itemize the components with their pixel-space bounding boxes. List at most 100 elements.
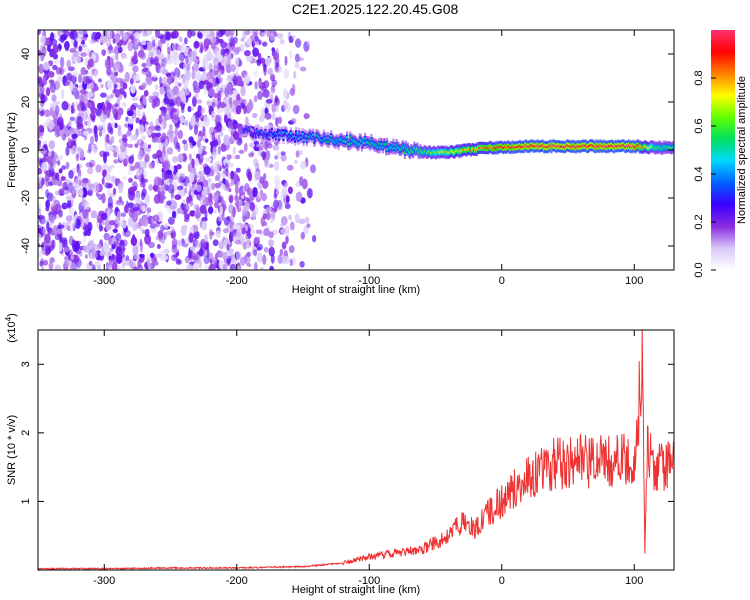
spectrogram-speckle <box>41 265 45 270</box>
spectrogram-speckle <box>141 205 146 213</box>
spectrogram-speckle <box>292 104 300 115</box>
spectrogram-speckle <box>132 266 138 270</box>
spectrogram-speckle <box>128 190 136 201</box>
spectrogram-speckle <box>42 259 49 266</box>
spectrogram-speckle <box>51 206 58 216</box>
spectrogram-speckle <box>40 50 45 60</box>
spectrogram-speckle <box>251 210 257 221</box>
spectrogram-speckle <box>239 256 246 266</box>
spectrogram-speckle <box>75 153 80 162</box>
spectrogram-speckle <box>198 80 204 90</box>
spectrogram-speckle <box>69 81 74 92</box>
spectrogram-speckle <box>80 67 87 76</box>
spectrogram-speckle <box>232 206 236 218</box>
spectrogram-speckle <box>241 206 248 218</box>
spectrogram-speckle <box>197 121 204 128</box>
spectrogram-speckle <box>301 178 308 190</box>
spectrogram-speckle <box>132 72 136 77</box>
spectrogram-ridge-core <box>603 145 606 148</box>
spectrogram-speckle <box>215 230 222 239</box>
spectrogram-speckle <box>128 62 132 67</box>
spectrogram-speckle <box>261 32 266 38</box>
spectrogram-speckle <box>235 57 240 67</box>
spectrogram-speckle <box>80 149 85 160</box>
spectrogram-speckle <box>105 264 113 269</box>
spectrogram-speckle <box>233 51 237 57</box>
spectrogram-speckle <box>280 153 287 162</box>
spectrogram-speckle <box>127 41 134 52</box>
spectrogram-speckle <box>277 116 283 124</box>
spectrogram-speckle <box>183 142 189 152</box>
spectrogram-speckle <box>192 254 199 261</box>
spectrogram-speckle <box>160 239 166 245</box>
spectrogram-speckle <box>193 230 200 240</box>
spectrogram-speckle <box>299 261 305 268</box>
spectrogram-speckle <box>155 30 160 38</box>
spectrogram-speckle <box>87 167 94 175</box>
spectrogram-speckle <box>54 233 62 241</box>
spectrogram-speckle <box>240 37 245 42</box>
spectrogram-speckle <box>254 171 261 181</box>
spectrogram-speckle <box>138 124 145 135</box>
spectrogram-speckle <box>78 30 84 35</box>
spectrogram-speckle <box>133 75 137 84</box>
x-tick-label: -100 <box>358 575 380 587</box>
spectrogram-speckle <box>195 240 202 249</box>
y-tick-label: 3 <box>20 361 32 367</box>
spectrogram-speckle <box>110 136 115 144</box>
spectrogram-speckle <box>277 254 283 264</box>
spectrogram-speckle <box>228 195 234 204</box>
spectrogram-ridge-core <box>388 147 391 151</box>
spectrogram-speckle <box>139 241 143 253</box>
spectrogram-speckle <box>127 143 134 148</box>
spectrogram-speckle <box>50 231 55 236</box>
spectrogram-ridge-core <box>664 145 667 148</box>
spectrogram-speckle <box>294 62 300 69</box>
spectrogram-speckle <box>121 54 128 60</box>
spectrogram-speckle <box>230 45 237 52</box>
spectrogram-speckle <box>188 201 194 206</box>
spectrogram-speckle <box>78 84 84 89</box>
spectrogram-speckle <box>38 124 44 130</box>
spectrogram-speckle <box>284 181 289 189</box>
spectrogram-speckle <box>166 200 172 206</box>
spectrogram-ridge-core <box>535 145 538 148</box>
spectrogram-speckle <box>87 116 92 128</box>
spectrogram-speckle <box>246 252 251 257</box>
spectrogram-speckle <box>211 98 217 109</box>
spectrogram-speckle <box>45 199 50 209</box>
spectrogram-speckle <box>46 155 53 164</box>
spectrogram-speckle <box>188 232 194 243</box>
colorbar-label: Normalized spectral amplitude <box>736 76 748 224</box>
colorbar: 0.0 0.2 0.4 0.6 0.8 Normalized spectral ampl… <box>693 30 748 278</box>
spectrogram-speckle <box>97 265 101 270</box>
spectrogram-speckle <box>209 229 213 240</box>
spectrogram-speckle <box>234 154 241 160</box>
spectrogram-speckle <box>149 121 154 131</box>
spectrogram-speckle <box>154 49 162 58</box>
spectrogram-speckle <box>137 49 145 58</box>
spectrogram-ridge-core <box>641 146 644 149</box>
spectrogram-speckle <box>223 30 231 37</box>
spectrogram-speckle <box>127 110 134 117</box>
spectrogram-speckle <box>107 196 113 208</box>
spectrogram-speckle <box>58 44 62 50</box>
spectrogram-speckle <box>286 164 294 171</box>
spectrogram-speckle <box>206 186 210 196</box>
spectrogram-speckle <box>274 155 278 160</box>
spectrogram-speckle <box>68 31 72 37</box>
spectrogram-speckle <box>96 102 103 110</box>
spectrogram-speckle <box>100 92 107 98</box>
spectrogram-speckle <box>59 67 65 75</box>
spectrogram-speckle <box>222 228 230 234</box>
spectrogram-speckle <box>256 59 262 67</box>
spectrogram-speckle <box>152 185 159 192</box>
spectrogram-ridge-core <box>422 151 425 154</box>
spectrogram-speckle <box>271 80 278 86</box>
spectrogram-speckle <box>253 237 259 244</box>
x-tick-label: -300 <box>93 575 115 587</box>
spectrogram-speckle <box>253 261 258 270</box>
spectrogram-speckle <box>199 204 207 214</box>
spectrogram-speckle <box>208 88 216 97</box>
spectrogram-speckle <box>105 218 109 228</box>
